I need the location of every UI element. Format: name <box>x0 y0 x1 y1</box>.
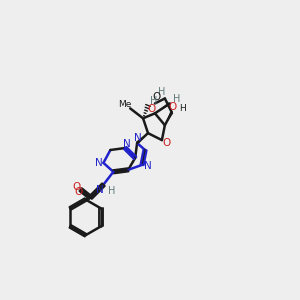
Text: O: O <box>74 187 83 196</box>
Text: H: H <box>108 186 115 196</box>
Text: N: N <box>144 161 152 171</box>
Polygon shape <box>165 112 173 125</box>
Text: H: H <box>179 104 186 113</box>
Text: Me: Me <box>118 100 132 109</box>
Text: H: H <box>173 94 180 104</box>
Text: O: O <box>148 104 156 114</box>
Text: O: O <box>73 182 81 192</box>
Text: N: N <box>96 184 103 195</box>
Text: H: H <box>150 97 158 106</box>
Polygon shape <box>136 133 148 144</box>
Text: N: N <box>94 158 102 168</box>
Text: O: O <box>169 102 177 112</box>
Text: O: O <box>163 138 171 148</box>
Text: H: H <box>158 86 166 97</box>
Text: N: N <box>123 139 131 149</box>
Text: O: O <box>153 92 161 103</box>
Text: N: N <box>134 133 142 143</box>
Polygon shape <box>155 102 171 113</box>
